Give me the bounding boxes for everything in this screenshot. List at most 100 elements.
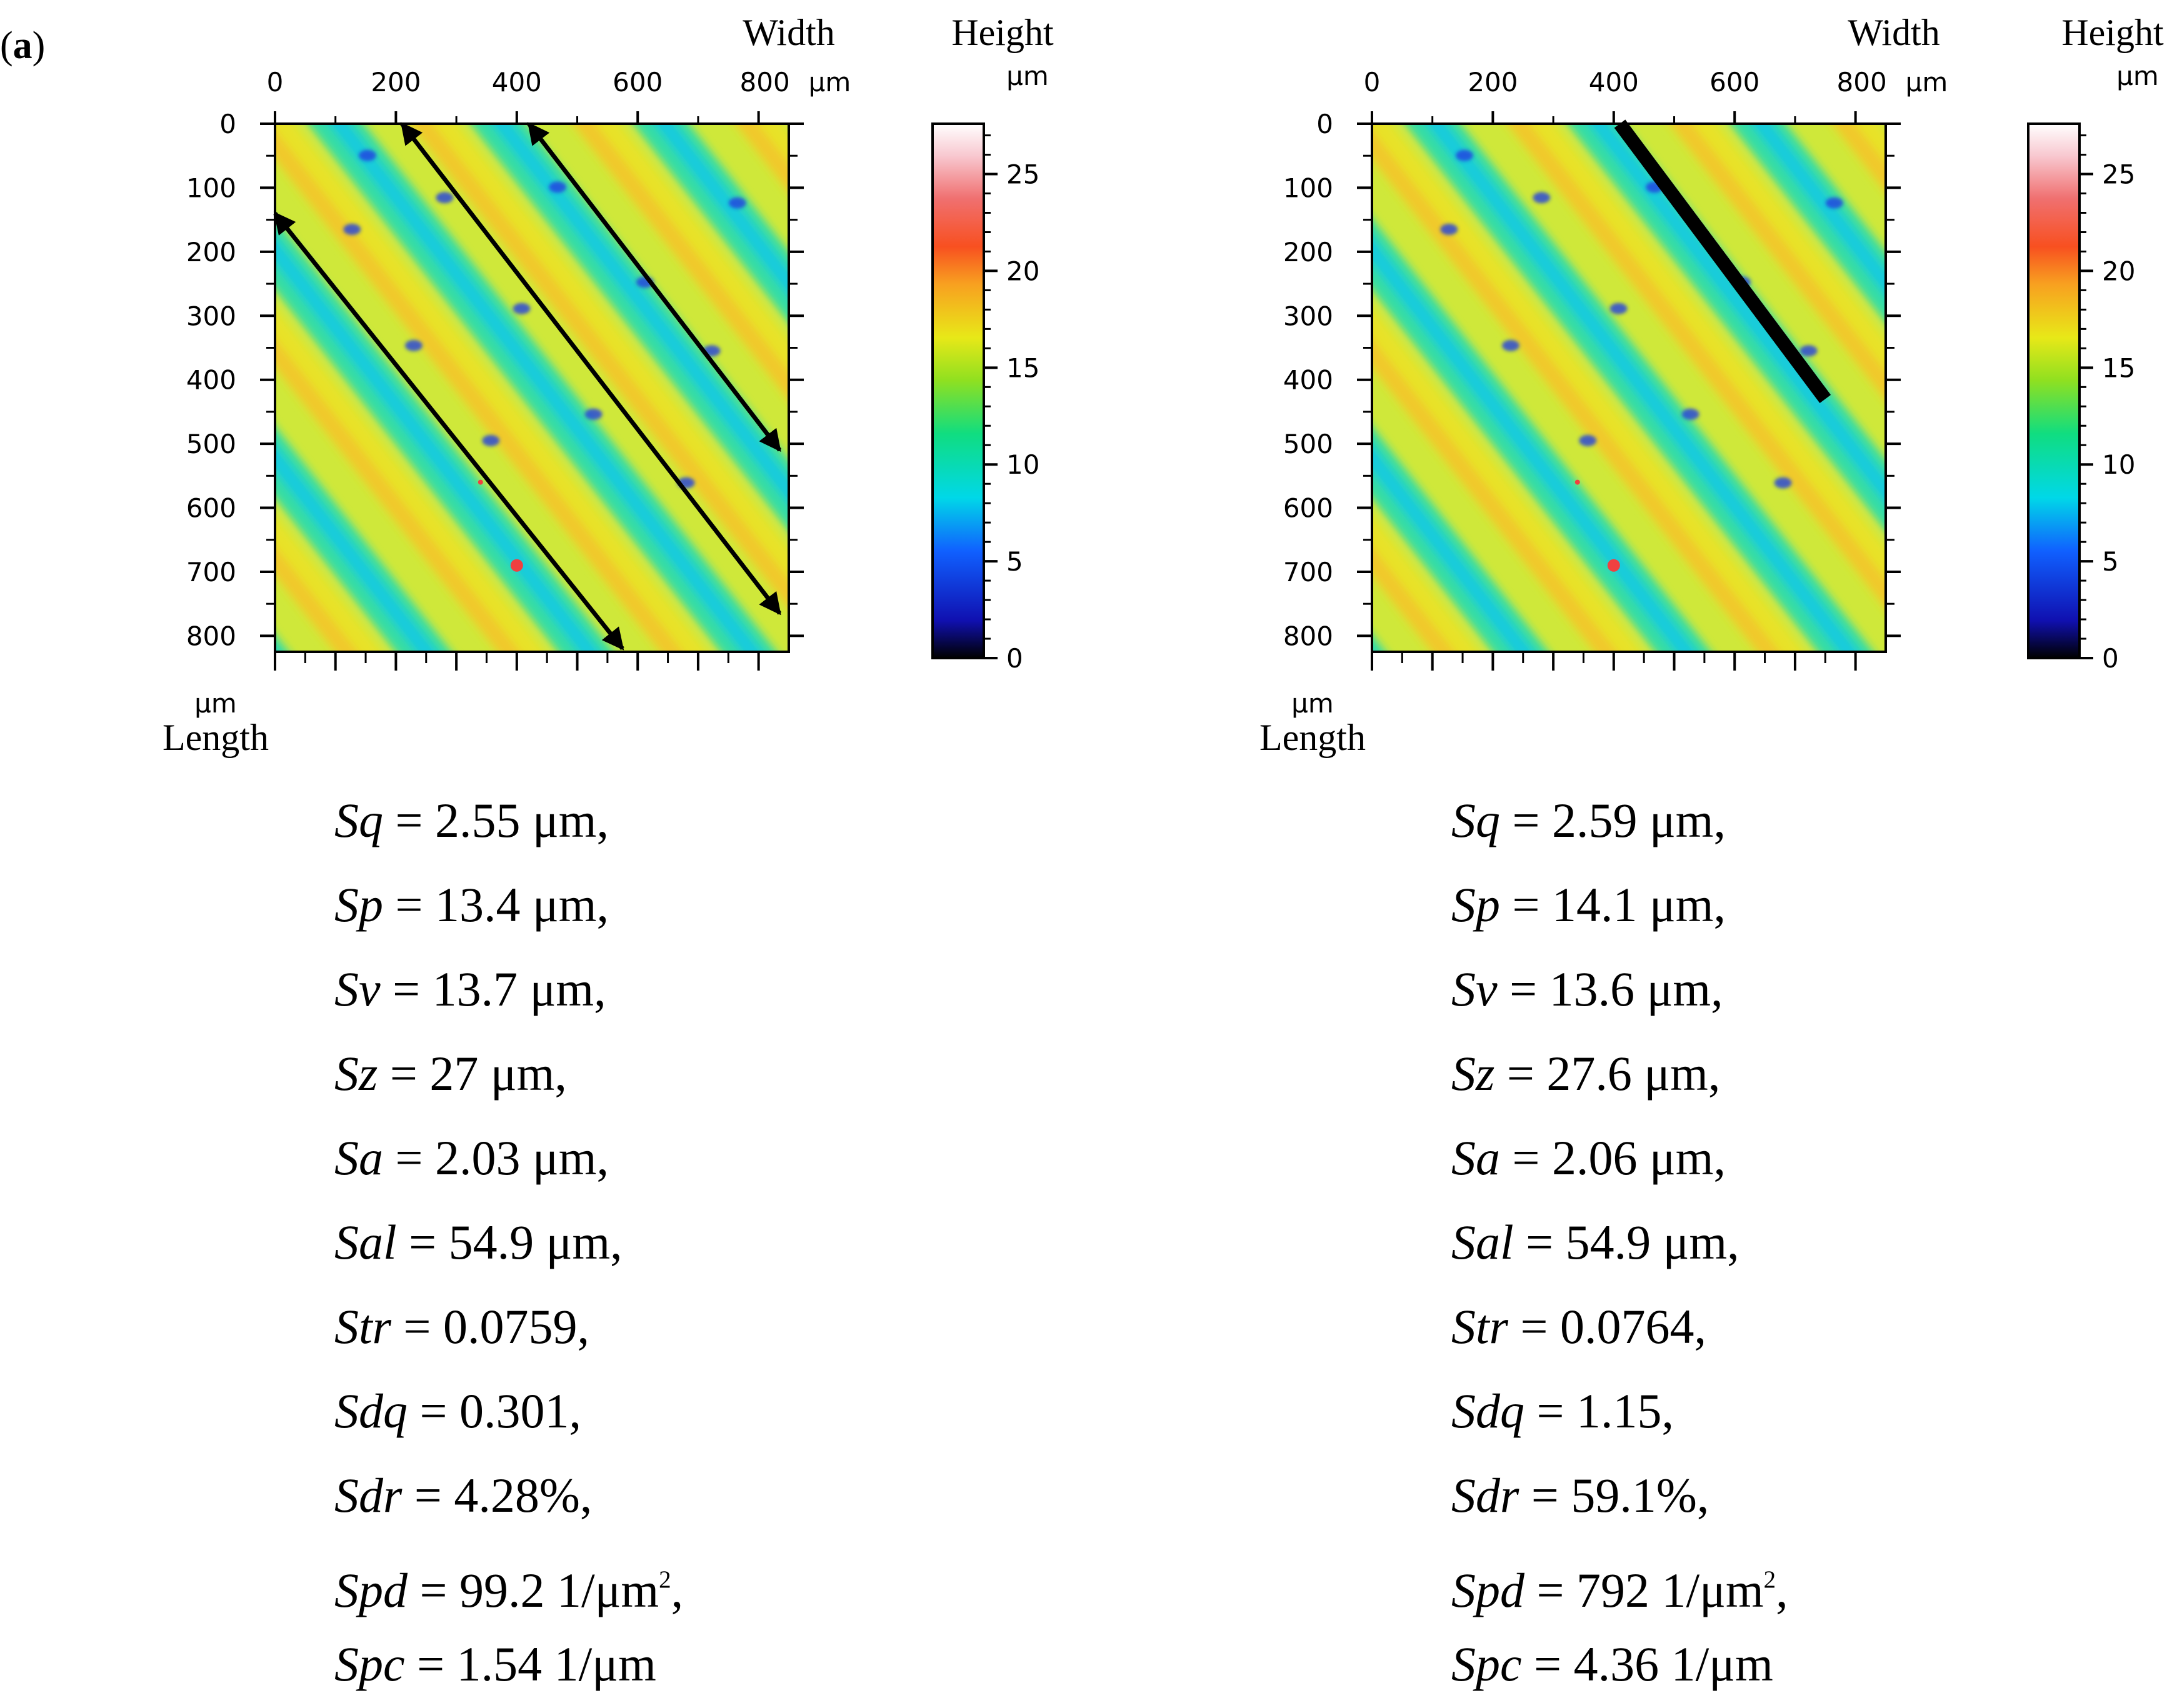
colorbar-tick-label: 25 <box>1006 159 1039 190</box>
parameter-symbol: Sv <box>334 962 381 1016</box>
height-map-bands <box>1372 124 1886 652</box>
parameter-value: = 1.15, <box>1524 1384 1674 1438</box>
parameter-value: = 2.59 μm, <box>1500 793 1726 847</box>
parameter-sq: Sq = 2.59 μm, <box>1451 778 1788 862</box>
parameter-value: = 13.6 μm, <box>1497 962 1723 1016</box>
parameter-symbol: Sv <box>1451 962 1498 1016</box>
y-tick-label: 700 <box>186 557 236 587</box>
parameter-sz: Sz = 27.6 μm, <box>1451 1031 1788 1116</box>
parameter-spc: Spc = 1.54 1/μm <box>334 1622 683 1706</box>
parameter-symbol: Sq <box>334 793 383 847</box>
x-tick-label: 200 <box>371 67 421 97</box>
pit-mark <box>482 435 500 446</box>
colorbar-tick-label: 15 <box>1006 352 1039 383</box>
parameter-str: Str = 0.0764, <box>1451 1284 1788 1369</box>
pit-mark <box>1799 345 1818 357</box>
valley-core <box>1372 124 1886 652</box>
parameter-sa: Sa = 2.06 μm, <box>1451 1116 1788 1200</box>
height-map-panel-right: 0 200 400 600 800 μm0100200300400500600700800… <box>1259 12 2164 758</box>
pit-mark <box>343 224 361 235</box>
parameter-symbol: Sq <box>1451 793 1500 847</box>
y-tick-label: 500 <box>1283 429 1333 459</box>
y-tick-label: 100 <box>1283 172 1333 203</box>
pit-mark <box>1774 477 1792 489</box>
colorbar-tick-label: 20 <box>1006 256 1039 286</box>
pit-mark <box>728 197 746 209</box>
y-tick-label: 100 <box>186 172 236 203</box>
parameter-sv: Sv = 13.7 μm, <box>334 947 683 1031</box>
parameter-sv: Sv = 13.6 μm, <box>1451 947 1788 1031</box>
valley-core <box>1385 124 1886 652</box>
x-tick-label: 200 <box>1468 67 1518 97</box>
ridge-peak <box>743 124 789 396</box>
x-unit-label: μm <box>809 67 851 97</box>
parameter-value: = 13.7 μm, <box>380 962 606 1016</box>
figure: 0 200 400 600 800 μm0100200300400500600700800… <box>163 12 2164 758</box>
parameter-list-right: Sq = 2.59 μm, Sp = 14.1 μm, Sv = 13.6 μm, S… <box>1451 778 1788 1706</box>
y-tick-label: 400 <box>186 365 236 396</box>
pit-mark <box>549 181 567 193</box>
y-axis-title: Length <box>1259 717 1366 758</box>
ridge-peak <box>1372 129 1739 652</box>
parameter-value: = 13.4 μm, <box>383 877 609 932</box>
parameter-sdq: Sdq = 1.15, <box>1451 1369 1788 1453</box>
parameter-spc: Spc = 4.36 1/μm <box>1451 1622 1788 1706</box>
parameter-symbol: Spc <box>1451 1637 1522 1691</box>
ridge-peak <box>1436 124 1886 652</box>
parameter-sdr: Sdr = 59.1%, <box>1451 1453 1788 1537</box>
pit-mark <box>1681 408 1699 420</box>
x-tick-label: 600 <box>613 67 663 97</box>
parameter-sdq: Sdq = 0.301, <box>334 1369 683 1453</box>
parameter-value: = 792 1/μm <box>1524 1563 1764 1618</box>
x-unit-label: μm <box>1906 67 1948 97</box>
parameter-sa: Sa = 2.03 μm, <box>334 1116 683 1200</box>
parameter-value: = 27.6 μm, <box>1494 1046 1721 1101</box>
ridge-band <box>1372 354 1451 652</box>
x-axis-title: Width <box>1848 12 1940 53</box>
pit-mark <box>1609 302 1628 314</box>
valley-core <box>275 406 288 652</box>
parameter-value: = 0.0764, <box>1508 1299 1707 1354</box>
parameter-value: = 0.0759, <box>391 1299 590 1354</box>
peak-mark <box>478 479 483 485</box>
ridge-band <box>742 124 789 397</box>
parameter-sz: Sz = 27 μm, <box>334 1031 683 1116</box>
parameter-str: Str = 0.0759, <box>334 1284 683 1369</box>
parameter-symbol: Sp <box>1451 877 1500 932</box>
colorbar-tick-label: 20 <box>2102 256 2135 286</box>
y-tick-label: 200 <box>186 237 236 267</box>
profile-line <box>1614 119 1831 404</box>
colorbar-tick-label: 0 <box>1006 643 1023 674</box>
ridge-peak <box>1372 124 1886 652</box>
parameter-value: = 99.2 1/μm <box>408 1563 659 1618</box>
colorbar-tick-label: 15 <box>2102 352 2135 383</box>
x-tick-label: 800 <box>740 67 790 97</box>
parameter-symbol: Sdr <box>1451 1468 1519 1522</box>
map-frame <box>1371 122 1887 653</box>
parameter-symbol: Sdr <box>334 1468 403 1522</box>
peak-mark <box>1574 479 1580 485</box>
pit-mark <box>513 302 531 314</box>
colorbar-tick-label: 5 <box>1006 546 1023 577</box>
pit-mark <box>404 339 423 351</box>
y-tick-label: 300 <box>186 301 236 331</box>
y-tick-label: 0 <box>219 109 236 139</box>
colorbar-unit: μm <box>1006 61 1049 91</box>
parameter-suffix: , <box>671 1563 684 1618</box>
parameter-spd: Spd = 99.2 1/μm2, <box>334 1537 683 1622</box>
parameter-value: = 14.1 μm, <box>1500 877 1726 932</box>
x-axis-title: Width <box>743 12 835 53</box>
colorbar-tick-label: 10 <box>1006 449 1039 480</box>
parameter-sal: Sal = 54.9 μm, <box>334 1200 683 1284</box>
y-unit-label: μm <box>1291 688 1334 719</box>
pit-mark <box>358 149 376 161</box>
pit-mark <box>1440 224 1458 235</box>
valley-core <box>1486 124 1886 652</box>
parameter-symbol: Spd <box>1451 1563 1524 1618</box>
parameter-value: = 2.03 μm, <box>383 1131 609 1185</box>
colorbar-tick-label: 25 <box>2102 159 2135 190</box>
y-tick-label: 800 <box>1283 621 1333 651</box>
pit-mark <box>1533 192 1551 204</box>
y-tick-label: 200 <box>1283 237 1333 267</box>
y-tick-label: 500 <box>186 429 236 459</box>
